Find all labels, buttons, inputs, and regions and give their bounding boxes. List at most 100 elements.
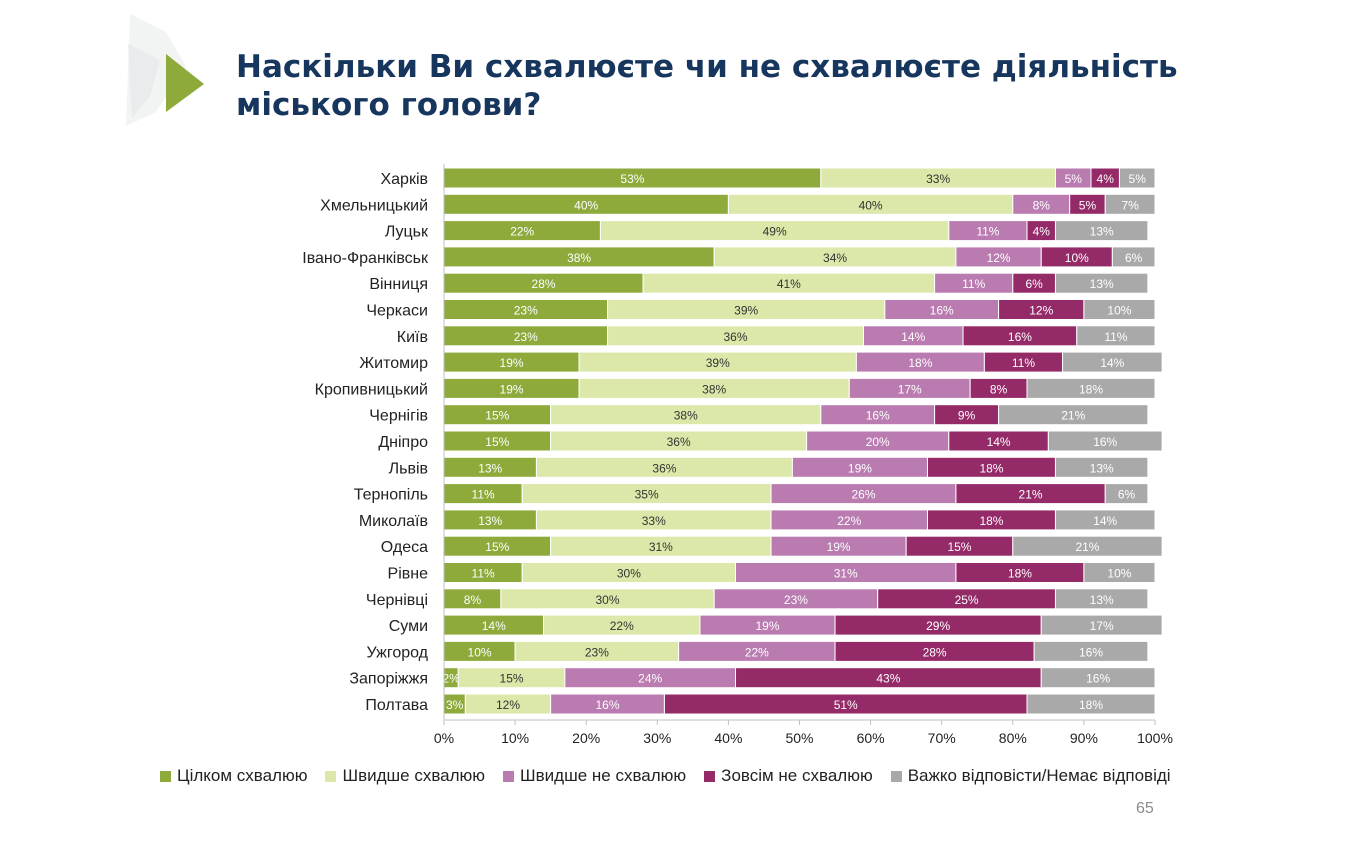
bar-segment	[1040, 614, 1163, 636]
bar-segment	[1111, 246, 1156, 268]
data-label: 16%	[1093, 435, 1117, 449]
category-label: Кропивницький	[315, 381, 428, 398]
data-label: 24%	[638, 672, 662, 686]
data-label: 36%	[652, 461, 676, 475]
data-label: 30%	[617, 567, 641, 581]
data-label: 19%	[500, 382, 524, 396]
bar-segment	[1040, 667, 1156, 689]
data-label: 15%	[947, 540, 971, 554]
data-label: 18%	[1079, 698, 1103, 712]
data-label: 25%	[955, 593, 979, 607]
data-label: 11%	[962, 277, 985, 291]
legend-label: Важко відповісти/Немає відповіді	[907, 766, 1171, 785]
x-tick-label: 90%	[1070, 730, 1098, 746]
data-label: 8%	[1033, 198, 1051, 212]
data-label: 14%	[1093, 514, 1117, 528]
data-label: 16%	[1008, 330, 1032, 344]
data-label: 8%	[990, 382, 1008, 396]
bar-segment	[1062, 351, 1163, 373]
data-label: 10%	[1107, 304, 1131, 318]
bar-segment	[1054, 456, 1149, 478]
data-label: 41%	[777, 277, 801, 291]
data-label: 14%	[987, 435, 1011, 449]
x-tick-label: 40%	[714, 730, 742, 746]
data-label: 21%	[1061, 409, 1085, 423]
bar-segment	[998, 404, 1149, 426]
data-label: 4%	[1097, 172, 1115, 186]
data-label: 36%	[667, 435, 691, 449]
category-label: Суми	[389, 618, 428, 635]
data-label: 6%	[1125, 251, 1143, 265]
data-label: 15%	[485, 435, 509, 449]
data-label: 22%	[610, 619, 634, 633]
data-label: 19%	[500, 356, 524, 370]
data-label: 11%	[472, 488, 495, 502]
x-tick-label: 0%	[434, 730, 454, 746]
category-label: Полтава	[365, 697, 428, 714]
data-label: 14%	[901, 330, 925, 344]
stacked-bar-chart: Харків 53% 33% 5% 4% 5%Хмельницький 40% 40% 8% 5%…	[302, 164, 1173, 746]
data-label: 13%	[478, 514, 502, 528]
category-label: Дніпро	[378, 434, 428, 451]
data-label: 6%	[1118, 488, 1136, 502]
data-label: 5%	[1079, 198, 1097, 212]
data-label: 16%	[1079, 645, 1103, 659]
data-label: 40%	[574, 198, 598, 212]
data-label: 5%	[1129, 172, 1147, 186]
category-label: Хмельницький	[320, 197, 428, 214]
data-label: 35%	[635, 488, 659, 502]
category-label: Харків	[380, 171, 428, 188]
x-tick-label: 100%	[1137, 730, 1173, 746]
legend-label: Цілком схвалюю	[177, 766, 308, 785]
category-label: Чернівці	[366, 592, 428, 609]
data-label: 12%	[987, 251, 1011, 265]
data-label: 2%	[442, 672, 460, 686]
bar-segment	[1054, 220, 1149, 242]
data-label: 22%	[837, 514, 861, 528]
legend-swatch	[160, 770, 171, 782]
data-label: 18%	[979, 514, 1003, 528]
category-label: Миколаїв	[359, 513, 428, 530]
data-label: 3%	[446, 698, 464, 712]
data-label: 14%	[1100, 356, 1124, 370]
bar-segment	[1104, 193, 1156, 215]
data-label: 18%	[979, 461, 1003, 475]
legend-item: Важко відповісти/Немає відповіді	[890, 766, 1171, 786]
data-label: 38%	[674, 409, 698, 423]
legend-label: Зовсім не схвалюю	[721, 766, 873, 785]
data-label: 40%	[859, 198, 883, 212]
play-arrow-icon	[166, 54, 204, 112]
bar-segment	[1054, 509, 1156, 531]
legend-item: Швидше схвалюю	[325, 766, 485, 786]
data-label: 33%	[926, 172, 950, 186]
data-label: 5%	[1065, 172, 1083, 186]
data-label: 20%	[866, 435, 890, 449]
data-label: 23%	[514, 304, 538, 318]
category-label: Львів	[389, 460, 428, 477]
data-label: 43%	[876, 672, 900, 686]
data-label: 4%	[1033, 225, 1051, 239]
data-label: 38%	[702, 382, 726, 396]
category-label: Черкаси	[366, 303, 428, 320]
data-label: 21%	[1019, 488, 1043, 502]
data-label: 39%	[734, 304, 758, 318]
data-label: 29%	[926, 619, 950, 633]
data-label: 10%	[1065, 251, 1089, 265]
data-label: 14%	[482, 619, 506, 633]
data-label: 18%	[1079, 382, 1103, 396]
data-label: 10%	[1107, 567, 1131, 581]
data-label: 6%	[1025, 277, 1043, 291]
bar-segment	[1047, 430, 1163, 452]
decor-shape	[128, 44, 160, 118]
data-label: 16%	[866, 409, 890, 423]
data-label: 38%	[567, 251, 591, 265]
page-number: 65	[1136, 800, 1154, 817]
data-label: 15%	[485, 409, 509, 423]
data-label: 53%	[620, 172, 644, 186]
data-label: 12%	[1029, 304, 1053, 318]
legend-swatch	[503, 770, 515, 782]
category-label: Тернопіль	[354, 487, 428, 504]
data-label: 9%	[958, 409, 976, 423]
legend-item: Цілком схвалюю	[160, 766, 307, 786]
data-label: 11%	[1104, 330, 1127, 344]
